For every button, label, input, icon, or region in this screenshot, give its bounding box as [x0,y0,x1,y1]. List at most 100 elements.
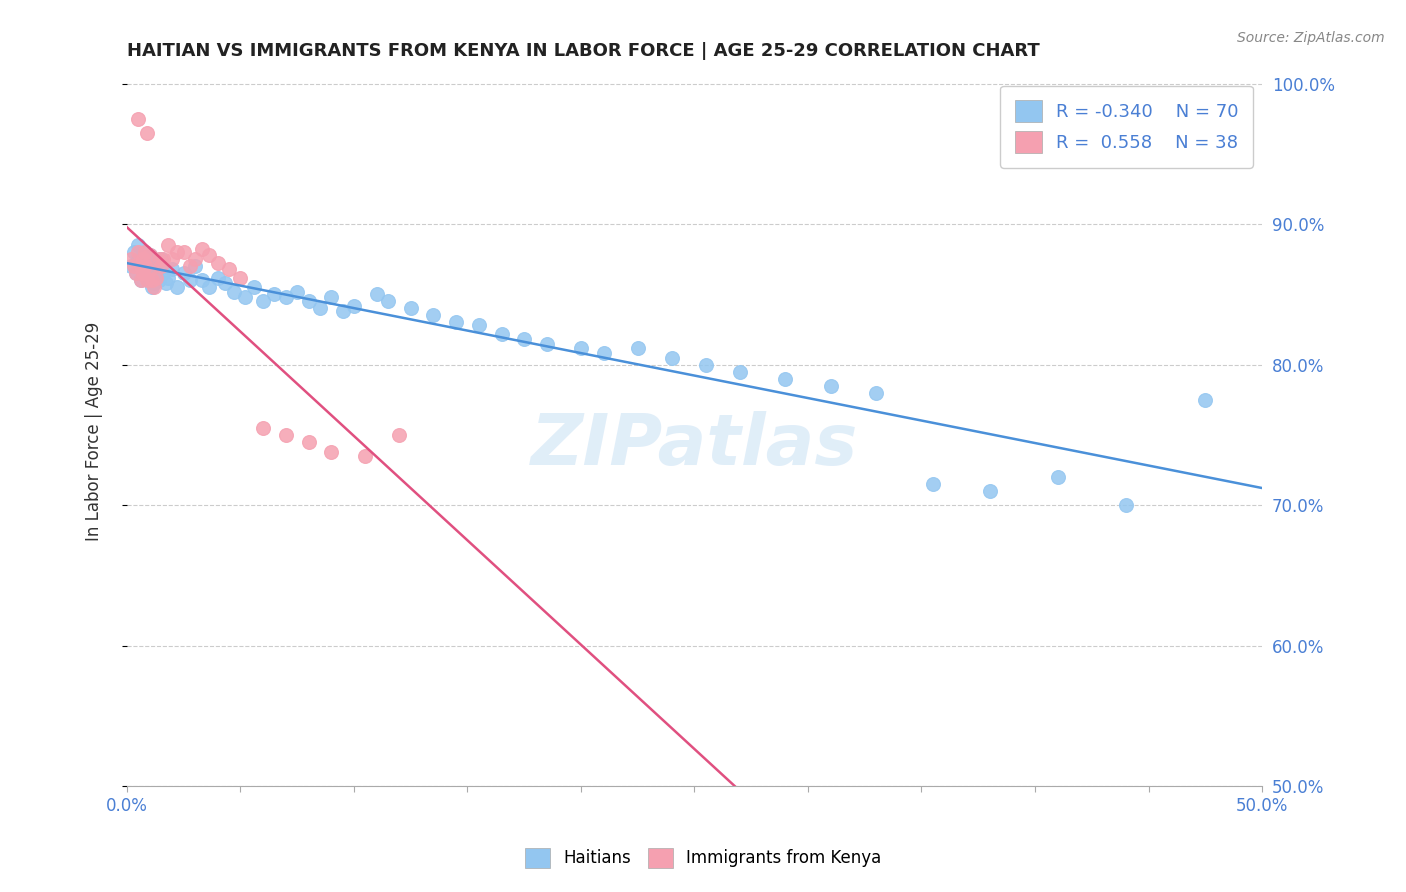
Point [661,351,683,365]
Point [332,304,354,318]
Point [218,262,240,277]
Point [129,260,152,274]
Point [229,270,252,285]
Text: Source: ZipAtlas.com: Source: ZipAtlas.com [1237,31,1385,45]
Point [309,301,332,316]
Point [155,276,177,290]
Point [136,126,159,140]
Point [129,273,152,287]
Point [243,280,266,294]
Point [274,290,297,304]
Point [138,262,160,277]
Point [156,238,179,252]
Point [143,276,166,290]
Point [252,421,274,435]
Point [134,260,156,274]
Text: HAITIAN VS IMMIGRANTS FROM KENYA IN LABOR FORCE | AGE 25-29 CORRELATION CHART: HAITIAN VS IMMIGRANTS FROM KENYA IN LABO… [127,42,1039,60]
Point [127,252,149,267]
Point [134,245,156,260]
Point [127,245,149,260]
Point [149,260,172,274]
Point [491,326,513,341]
Point [132,252,155,267]
Point [285,285,308,299]
Point [1115,498,1137,512]
Point [179,273,201,287]
Point [321,444,343,458]
Point [141,280,163,294]
Point [1046,470,1069,484]
Point [129,273,152,287]
Point [233,290,256,304]
Point [695,358,717,372]
Point [132,252,155,267]
Legend: R = -0.340    N = 70, R =  0.558    N = 38: R = -0.340 N = 70, R = 0.558 N = 38 [1000,86,1253,168]
Point [366,287,388,301]
Point [136,252,159,267]
Point [129,260,152,274]
Point [197,280,219,294]
Point [865,385,887,400]
Point [1194,392,1216,407]
Point [132,266,155,280]
Point [138,248,160,262]
Point [921,477,943,491]
Point [252,294,274,309]
Point [136,270,159,285]
Point [820,378,842,392]
Point [354,449,377,463]
Point [222,285,245,299]
Point [297,294,319,309]
Point [191,243,214,257]
Point [513,332,536,346]
Point [263,287,285,301]
Point [162,262,184,277]
Point [138,262,160,277]
Point [166,245,188,260]
Point [138,248,160,262]
Point [125,266,148,280]
Point [377,294,399,309]
Point [422,309,444,323]
Point [979,484,1001,499]
Point [134,260,156,274]
Point [120,260,142,274]
Point [127,238,149,252]
Text: ZIPatlas: ZIPatlas [531,411,858,480]
Legend: Haitians, Immigrants from Kenya: Haitians, Immigrants from Kenya [519,841,887,875]
Point [143,266,166,280]
Point [166,280,188,294]
Point [149,252,172,267]
Point [207,270,229,285]
Point [145,270,167,285]
Point [136,273,159,287]
Point [162,252,184,267]
Point [775,372,797,386]
Point [184,252,207,267]
Point [728,365,751,379]
Point [207,256,229,270]
Point [143,280,166,294]
Point [127,112,149,126]
Point [197,248,219,262]
Point [145,260,167,274]
Point [274,428,297,442]
Point [343,299,366,313]
Point [627,341,650,355]
Point [388,428,411,442]
Point [569,341,592,355]
Point [179,260,201,274]
Point [152,252,174,267]
Point [141,256,163,270]
Point [297,434,319,449]
Y-axis label: In Labor Force | Age 25-29: In Labor Force | Age 25-29 [86,322,103,541]
Point [321,290,343,304]
Point [173,245,195,260]
Point [184,260,207,274]
Point [134,245,156,260]
Point [120,252,142,267]
Point [536,336,558,351]
Point [122,260,145,274]
Point [148,252,170,267]
Point [468,318,491,333]
